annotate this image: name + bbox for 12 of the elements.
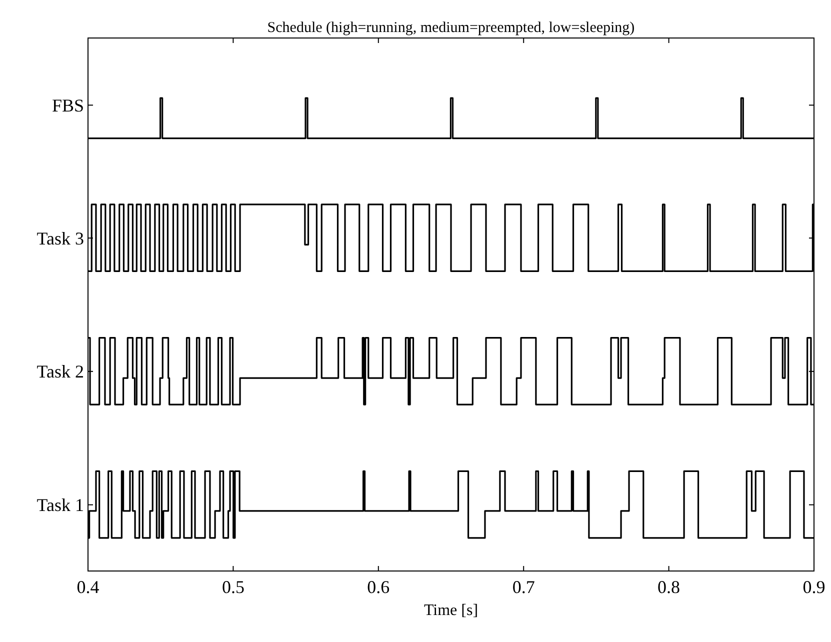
- x-tick-label: 0.6: [367, 577, 390, 597]
- x-axis-title: Time [s]: [424, 602, 478, 619]
- x-tick-label: 0.9: [802, 577, 826, 597]
- x-tick-label: 0.8: [658, 577, 680, 597]
- legend-label: Task 1: [36, 495, 84, 516]
- legend-label: FBS: [52, 95, 84, 116]
- x-tick-label: 0.4: [76, 577, 100, 597]
- x-tick-label: 0.7: [512, 577, 535, 597]
- legend-label: Task 2: [36, 362, 84, 382]
- chart-title: Schedule (high=running, medium=preempted, low=sleeping): [267, 20, 635, 36]
- x-tick-label: 0.5: [222, 577, 244, 597]
- legend-label: Task 3: [36, 228, 84, 248]
